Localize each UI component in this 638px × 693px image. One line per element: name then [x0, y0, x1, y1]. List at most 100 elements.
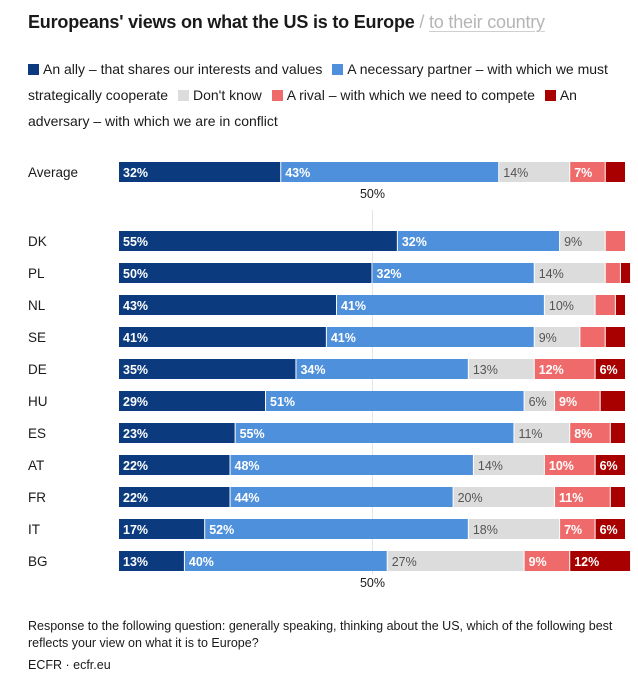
data-label: 22% — [123, 491, 148, 505]
legend-label: An ally – that shares our interests and … — [43, 61, 323, 77]
bar-segment — [595, 295, 615, 315]
bar-segment — [119, 263, 372, 283]
bar-row-it: IT 17% 52% 18% 7% 6% — [28, 519, 625, 539]
bar-segment — [473, 455, 544, 475]
bar-segment — [281, 162, 499, 182]
data-label: 13% — [473, 363, 498, 377]
data-label: 43% — [123, 299, 148, 313]
data-label: 17% — [123, 523, 148, 537]
bar-segment — [610, 423, 625, 443]
bar-segment — [605, 231, 625, 251]
bar-row-nl: NL 43% 41% 10% — [28, 295, 625, 315]
bar-segment — [387, 551, 524, 571]
bar-row-hu: HU 29% 51% 6% 9% — [28, 391, 625, 411]
title-text: Europeans' views on what the US is to Eu… — [28, 12, 415, 32]
bar-segment — [555, 391, 600, 411]
data-label: 7% — [574, 166, 592, 180]
category-label: PL — [28, 266, 45, 281]
data-label: 55% — [240, 427, 265, 441]
bar-segment — [600, 391, 625, 411]
data-label: 14% — [478, 459, 503, 473]
bar-segment — [337, 295, 544, 315]
bar-segment — [119, 231, 397, 251]
bar-segment — [544, 295, 595, 315]
bar-segment — [468, 519, 560, 539]
bar-segment — [205, 519, 468, 539]
data-label: 12% — [539, 363, 564, 377]
data-label: 22% — [123, 459, 148, 473]
category-label: DE — [28, 362, 47, 377]
bar-segment — [468, 359, 534, 379]
title-separator: / — [419, 12, 425, 32]
bar-segment — [453, 487, 555, 507]
bar-segment — [230, 487, 453, 507]
data-label: 50% — [123, 267, 148, 281]
data-label: 8% — [574, 427, 592, 441]
data-label: 13% — [123, 555, 148, 569]
bar-segment — [119, 423, 235, 443]
bar-segment — [595, 359, 625, 379]
bar-segment — [555, 487, 610, 507]
bar-segment — [524, 391, 555, 411]
legend-label: Don't know — [192, 87, 262, 103]
data-label: 11% — [559, 491, 583, 505]
legend-swatch — [271, 90, 283, 101]
bar-segment — [119, 295, 337, 315]
data-label: 32% — [123, 166, 148, 180]
bar-segment — [514, 423, 570, 443]
bar-segment — [119, 162, 281, 182]
bar-segment — [119, 391, 266, 411]
bar-segment — [119, 359, 296, 379]
bar-segment — [534, 359, 595, 379]
data-label: 48% — [235, 459, 260, 473]
legend-item-2: Don't know — [177, 87, 262, 103]
data-label: 6% — [600, 363, 618, 377]
bar-segment — [119, 455, 230, 475]
bar-segment — [534, 263, 605, 283]
bar-segment — [605, 327, 625, 347]
category-label: IT — [28, 522, 40, 537]
legend-label: An adversary – with which we are in conf… — [28, 87, 577, 129]
bar-segment — [119, 487, 230, 507]
category-label: SE — [28, 330, 46, 345]
data-label: 55% — [123, 235, 148, 249]
bar-segment — [119, 519, 205, 539]
bar-segment — [595, 455, 625, 475]
bar-row-dk: DK 55% 32% 9% — [28, 231, 625, 251]
chart-title: Europeans' views on what the US is to Eu… — [28, 12, 545, 33]
bar-segment — [524, 551, 570, 571]
bar-segment — [570, 162, 605, 182]
bar-segment — [534, 327, 580, 347]
legend-item-4: An adversary – with which we are in conf… — [28, 87, 577, 129]
data-label: 32% — [402, 235, 427, 249]
data-label: 27% — [392, 555, 417, 569]
category-label: AT — [28, 458, 44, 473]
data-label: 12% — [574, 555, 599, 569]
data-label: 11% — [518, 427, 542, 441]
data-label: 41% — [331, 331, 356, 345]
data-label: 14% — [539, 267, 564, 281]
legend-swatch — [332, 64, 344, 75]
category-label: BG — [28, 554, 48, 569]
source-credit: ECFR · ecfr.eu — [28, 658, 111, 672]
bar-chart: Average 32% 43% 14% 7% DK 55% 32% 9% PL 50% 32% 14% N… — [28, 162, 631, 590]
category-label: DK — [28, 234, 47, 249]
bar-segment — [372, 263, 534, 283]
category-label: ES — [28, 426, 46, 441]
data-label: 29% — [123, 395, 148, 409]
bar-segment — [184, 551, 387, 571]
bar-segment — [615, 295, 625, 315]
data-label: 6% — [600, 459, 618, 473]
data-label: 18% — [473, 523, 498, 537]
data-label: 20% — [458, 491, 483, 505]
bar-row-fr: FR 22% 44% 20% 11% — [28, 487, 625, 507]
bar-row-at: AT 22% 48% 14% 10% 6% — [28, 455, 625, 475]
category-label: HU — [28, 394, 48, 409]
subtitle-link[interactable]: to their country — [429, 12, 545, 32]
bar-row-average: Average 32% 43% 14% 7% — [28, 162, 625, 182]
bar-segment — [296, 359, 468, 379]
category-label: Average — [28, 165, 78, 180]
data-label: 43% — [285, 166, 310, 180]
legend-swatch — [544, 90, 556, 101]
bar-segment — [499, 162, 570, 182]
